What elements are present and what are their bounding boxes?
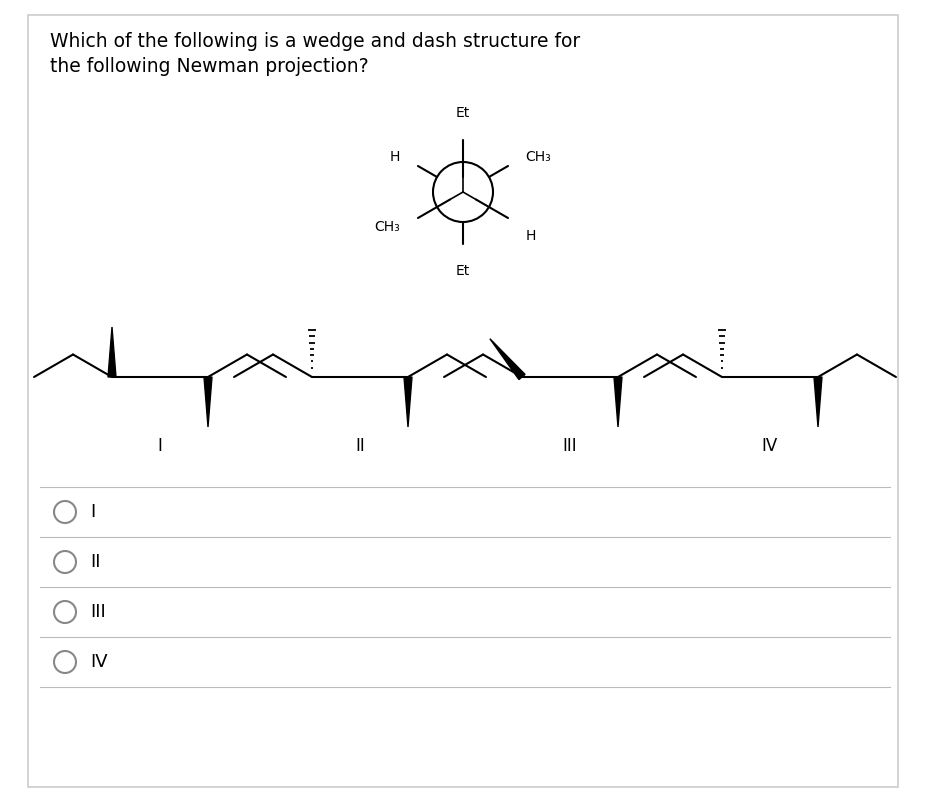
Text: III: III bbox=[90, 603, 106, 621]
Text: H: H bbox=[390, 150, 400, 164]
Polygon shape bbox=[204, 377, 212, 427]
Polygon shape bbox=[814, 377, 822, 427]
Text: CH₃: CH₃ bbox=[375, 220, 400, 234]
Text: the following Newman projection?: the following Newman projection? bbox=[50, 57, 369, 76]
Text: IV: IV bbox=[762, 437, 778, 455]
Text: I: I bbox=[158, 437, 162, 455]
Polygon shape bbox=[489, 339, 525, 379]
Polygon shape bbox=[404, 377, 412, 427]
Text: I: I bbox=[90, 503, 95, 521]
Text: Et: Et bbox=[456, 106, 470, 120]
Text: Which of the following is a wedge and dash structure for: Which of the following is a wedge and da… bbox=[50, 32, 580, 51]
FancyBboxPatch shape bbox=[28, 15, 898, 787]
Polygon shape bbox=[108, 327, 116, 377]
Text: CH₃: CH₃ bbox=[526, 150, 552, 164]
Text: IV: IV bbox=[90, 653, 108, 671]
Text: H: H bbox=[526, 229, 536, 243]
Text: Et: Et bbox=[456, 264, 470, 278]
Polygon shape bbox=[614, 377, 622, 427]
Text: II: II bbox=[90, 553, 100, 571]
Text: II: II bbox=[355, 437, 365, 455]
Text: III: III bbox=[563, 437, 578, 455]
